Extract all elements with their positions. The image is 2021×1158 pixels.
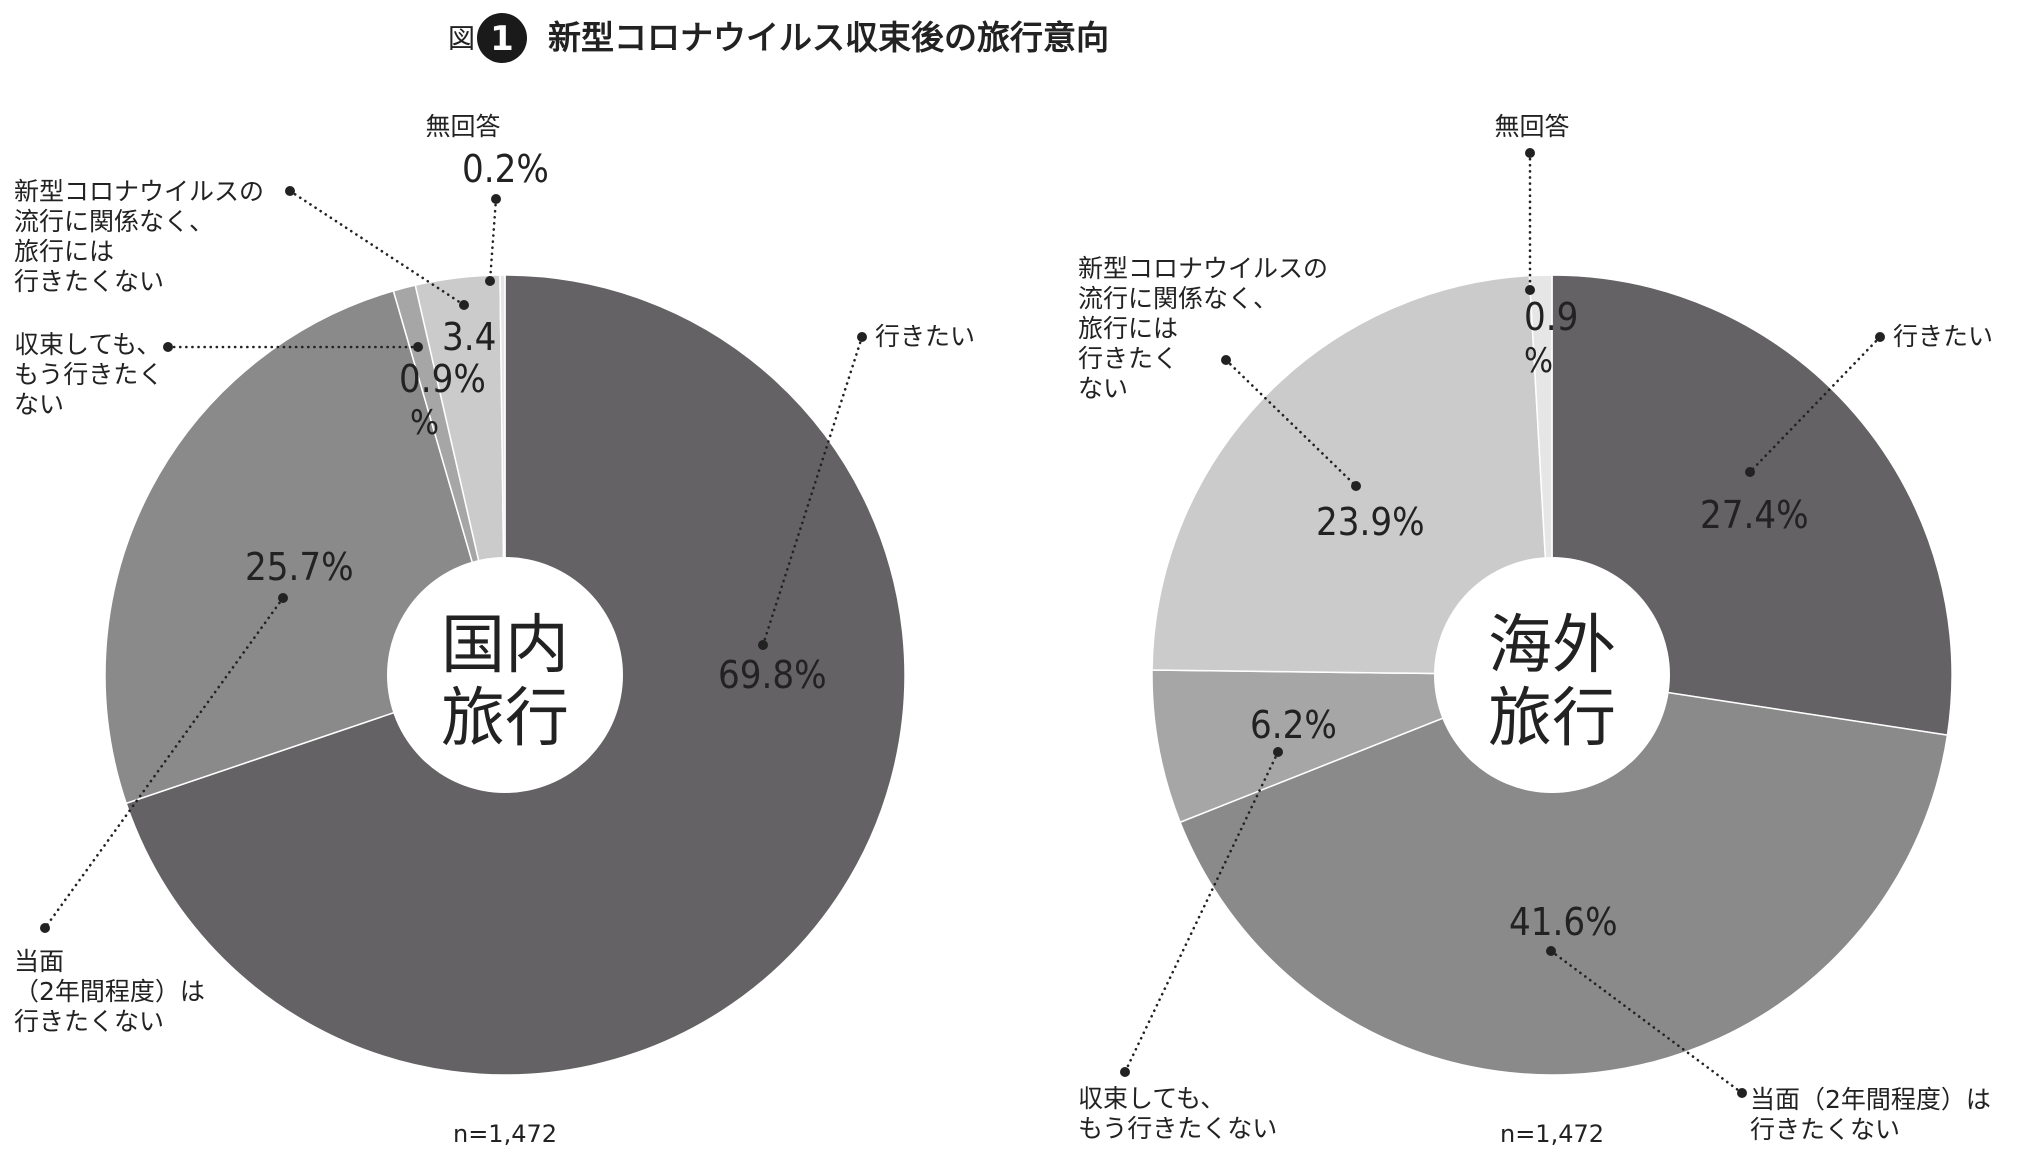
pie1-slice-two_years bbox=[1179, 674, 1949, 1076]
pie1-want-dot-b bbox=[1745, 467, 1755, 477]
pie1-cat-two-years-0: 当面（2年間程度）は bbox=[1750, 1085, 1991, 1114]
pie0-cat-after-end-0: 収束しても、 bbox=[14, 330, 161, 359]
pie0-cat-after-end-1: もう行きたく bbox=[14, 360, 163, 389]
pie0-cat-after-end-2: ない bbox=[14, 390, 64, 419]
pie0-no-answer-dot-b bbox=[485, 276, 495, 286]
pie0-cat-no-answer-0: 無回答 bbox=[425, 112, 500, 141]
pie0-cat-two-years-2: 行きたくない bbox=[14, 1007, 164, 1036]
figure-title: 図 1 新型コロナウイルス収束後の旅行意向 bbox=[448, 13, 1109, 63]
pie1-center-label-0: 海外 bbox=[1488, 609, 1616, 683]
pie0-want-leader bbox=[761, 335, 864, 647]
pie1-value-two-years: 41.6% bbox=[1509, 900, 1618, 944]
pie1-cat-after-end-0: 収束しても、 bbox=[1078, 1084, 1225, 1113]
pie1-regardless-leader bbox=[1224, 358, 1358, 488]
pie1-center-label-1: 旅行 bbox=[1488, 682, 1616, 756]
pie0-cat-regardless-0: 新型コロナウイルスの bbox=[14, 177, 264, 206]
pie0-value-two-years: 25.7% bbox=[245, 545, 354, 589]
pie1-value-want: 27.4% bbox=[1700, 493, 1809, 537]
pie0-cat-want-0: 行きたい bbox=[875, 322, 975, 351]
pie0-cat-two-years-0: 当面 bbox=[14, 947, 64, 976]
pie1-two-years-dot-b bbox=[1737, 1088, 1747, 1098]
pie1-value-regardless: 23.9% bbox=[1316, 500, 1425, 544]
pie0-want-dot-a bbox=[857, 332, 867, 342]
pie1-sample-note: n=1,472 bbox=[1500, 1120, 1604, 1148]
pie0-value-after-end-0: 0.9% bbox=[399, 357, 486, 401]
pie1-cat-want-0: 行きたい bbox=[1893, 322, 1993, 351]
figure-number-badge bbox=[477, 13, 527, 63]
pie0-value-want: 69.8% bbox=[718, 653, 827, 697]
pie1-cat-regardless-4: ない bbox=[1078, 374, 1128, 403]
pie1-value-no-answer-0: 0.9 bbox=[1524, 295, 1578, 339]
pie0-center-label-1: 旅行 bbox=[441, 682, 569, 756]
pie1-value-no-answer-1: % bbox=[1524, 341, 1553, 381]
pie0-cat-regardless-2: 旅行には bbox=[14, 237, 114, 266]
pie0-two-years-dot-b bbox=[40, 923, 50, 933]
pie0-center-label-0: 国内 bbox=[441, 609, 569, 683]
pie0-sample-note: n=1,472 bbox=[453, 1120, 557, 1148]
pie1-cat-regardless-2: 旅行には bbox=[1078, 314, 1178, 343]
pie1-cat-regardless-0: 新型コロナウイルスの bbox=[1078, 254, 1328, 283]
pie0-cat-regardless-1: 流行に関係なく、 bbox=[14, 207, 214, 236]
pie0-center-hole bbox=[387, 557, 623, 793]
pie1-after-end-dot-b bbox=[1120, 1067, 1130, 1077]
pie0-cat-two-years-1: （2年間程度）は bbox=[14, 977, 205, 1006]
figure-number: 1 bbox=[490, 19, 514, 59]
pie1-no-answer-dot-b bbox=[1525, 285, 1535, 295]
pie0-value-regardless: 3.4 bbox=[442, 315, 496, 359]
pie0-no-answer-leader bbox=[488, 197, 498, 283]
pie1-after-end-dot-a bbox=[1273, 747, 1283, 757]
pie1-two-years-dot-a bbox=[1546, 946, 1556, 956]
pie1-slice-regardless bbox=[1151, 274, 1553, 676]
pie0-value-after-end-1: % bbox=[410, 403, 439, 443]
pie0-regardless-dot-b bbox=[459, 300, 469, 310]
pie0-after-end-dot-a bbox=[163, 342, 173, 352]
pie1-no-answer-dot-a bbox=[1525, 148, 1535, 158]
pie0-want-dot-b bbox=[758, 640, 768, 650]
figure-prefix: 図 bbox=[448, 24, 475, 55]
pie0-after-end-dot-b bbox=[413, 342, 423, 352]
pie1-value-after-end: 6.2% bbox=[1250, 703, 1337, 747]
pie1-regardless-dot-b bbox=[1351, 481, 1361, 491]
pie0-value-no-answer: 0.2% bbox=[462, 147, 549, 191]
pie0-two-years-dot-a bbox=[278, 593, 288, 603]
pie1-want-leader bbox=[1748, 335, 1882, 474]
pie0-two-years-leader bbox=[43, 596, 285, 930]
pie0-regardless-leader bbox=[288, 189, 466, 307]
pie1-cat-regardless-1: 流行に関係なく、 bbox=[1078, 284, 1278, 313]
pie0-no-answer-dot-a bbox=[491, 194, 501, 204]
pie1-cat-no-answer-0: 無回答 bbox=[1494, 112, 1569, 141]
figure-title-text: 新型コロナウイルス収束後の旅行意向 bbox=[548, 18, 1109, 57]
pie1-cat-regardless-3: 行きたく bbox=[1078, 344, 1178, 373]
pie1-regardless-dot-a bbox=[1221, 355, 1231, 365]
pie1-cat-two-years-1: 行きたくない bbox=[1750, 1115, 1900, 1144]
pie1-cat-after-end-1: もう行きたくない bbox=[1078, 1114, 1277, 1143]
pie1-center-hole bbox=[1434, 557, 1670, 793]
pie0-regardless-dot-a bbox=[285, 186, 295, 196]
pie1-want-dot-a bbox=[1875, 332, 1885, 342]
pie0-cat-regardless-3: 行きたくない bbox=[14, 267, 164, 296]
pie1-after-end-leader bbox=[1123, 750, 1280, 1074]
